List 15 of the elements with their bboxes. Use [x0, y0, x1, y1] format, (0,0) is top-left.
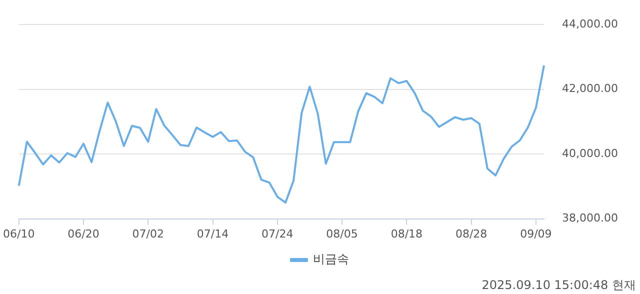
y-tick-label: 38,000.00: [562, 212, 618, 225]
x-tick-label: 06/10: [3, 227, 35, 240]
y-tick-label: 42,000.00: [562, 82, 618, 96]
x-tick-label: 08/05: [326, 227, 358, 240]
x-tick-label: 07/24: [262, 227, 294, 240]
x-tick-label: 07/02: [132, 227, 164, 240]
x-tick-label: 09/09: [520, 227, 552, 240]
x-tick-label: 07/14: [196, 227, 229, 240]
x-tick-label: 08/28: [455, 227, 488, 240]
x-tick-label: 08/18: [390, 227, 423, 240]
x-tick-label: 06/20: [68, 227, 100, 240]
y-tick-label: 40,000.00: [562, 146, 618, 160]
legend-label: 비금속: [313, 252, 349, 266]
y-tick-label: 44,000.00: [562, 17, 618, 30]
text: 2025.09.10 15:00:48 현재: [482, 278, 636, 292]
